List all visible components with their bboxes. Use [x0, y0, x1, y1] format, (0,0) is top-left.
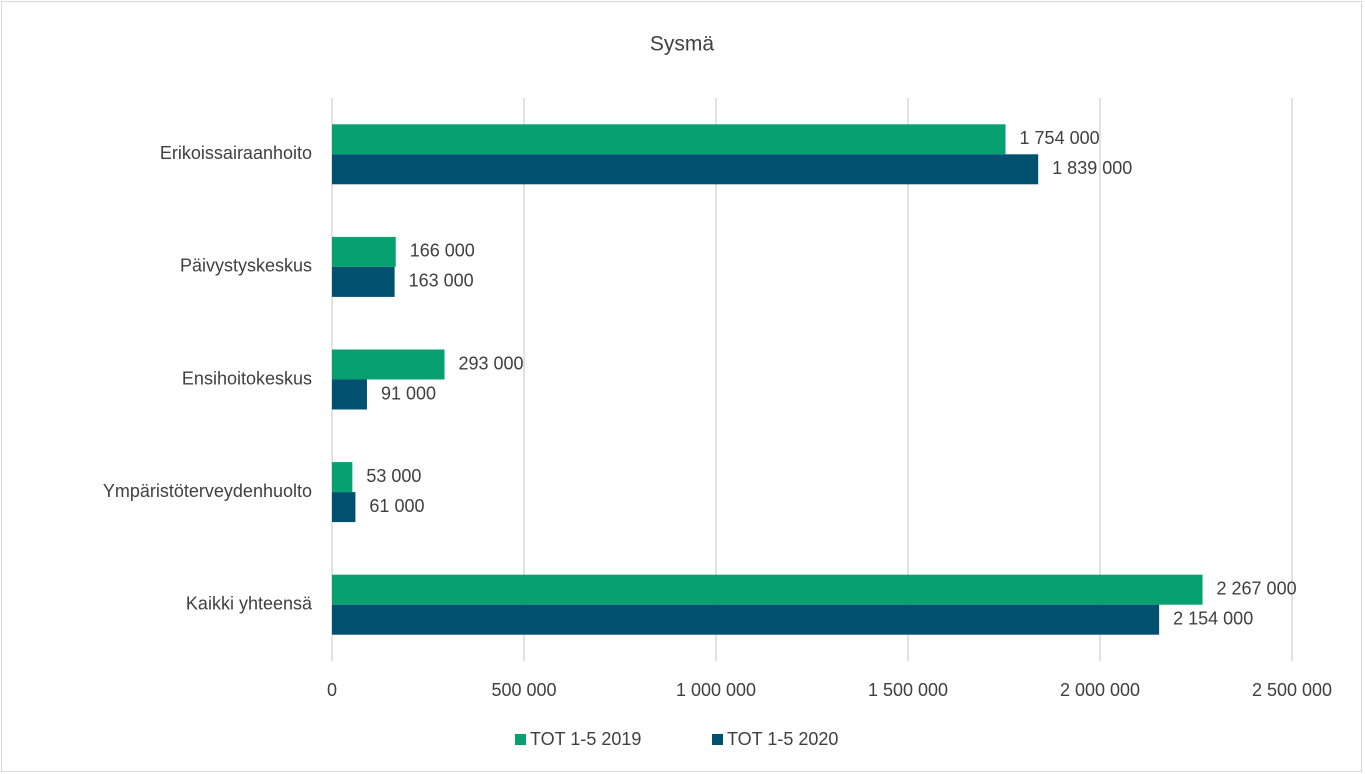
legend-swatch [515, 734, 526, 745]
bar [332, 604, 1160, 635]
value-label: 163 000 [409, 271, 474, 291]
value-label: 2 154 000 [1173, 608, 1253, 628]
y-tick-label: Päivystyskeskus [180, 256, 312, 276]
bar [332, 124, 1006, 155]
legend-swatch [712, 734, 723, 745]
bar [332, 379, 367, 410]
bar [332, 462, 353, 493]
x-tick-label: 2 000 000 [1060, 680, 1140, 700]
value-label: 53 000 [366, 466, 421, 486]
y-tick-label: Kaikki yhteensä [186, 593, 313, 613]
value-label: 2 267 000 [1217, 578, 1297, 598]
legend-label: TOT 1-5 2020 [727, 729, 838, 749]
value-label: 293 000 [459, 353, 524, 373]
bar [332, 574, 1203, 605]
y-tick-label: Ensihoitokeskus [182, 368, 312, 388]
value-label: 1 839 000 [1052, 158, 1132, 178]
y-tick-label: Ympäristöterveydenhuolto [103, 481, 312, 501]
bar [332, 266, 395, 297]
y-tick-label: Erikoissairaanhoito [160, 143, 312, 163]
bar [332, 236, 396, 267]
bar [332, 349, 445, 380]
legend-label: TOT 1-5 2019 [530, 729, 641, 749]
x-tick-label: 2 500 000 [1252, 680, 1332, 700]
value-label: 91 000 [381, 383, 436, 403]
x-tick-label: 1 500 000 [868, 680, 948, 700]
x-tick-label: 1 000 000 [676, 680, 756, 700]
bar [332, 154, 1039, 185]
value-label: 61 000 [369, 496, 424, 516]
value-label: 1 754 000 [1020, 128, 1100, 148]
x-tick-label: 0 [327, 680, 337, 700]
x-tick-label: 500 000 [491, 680, 556, 700]
value-label: 166 000 [410, 241, 475, 261]
chart-title: Sysmä [650, 33, 715, 56]
bar [332, 492, 356, 523]
